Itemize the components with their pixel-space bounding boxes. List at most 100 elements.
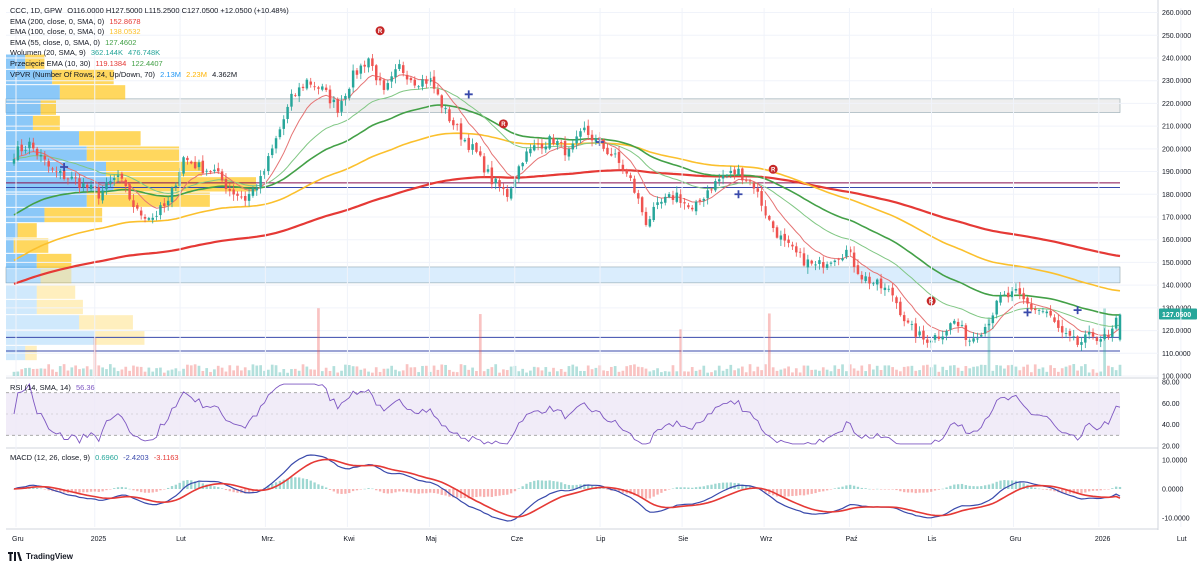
- volume-bar: [532, 366, 536, 376]
- macd-histogram-bar: [710, 484, 713, 489]
- volume-bar: [748, 364, 752, 376]
- candle-body: [594, 138, 598, 142]
- macd-histogram-bar: [220, 488, 224, 489]
- volume-bar: [309, 369, 313, 376]
- candle-body: [849, 249, 852, 253]
- macd-histogram-bar: [479, 489, 482, 497]
- candle-body: [852, 252, 856, 268]
- volume-bar: [960, 370, 964, 376]
- volume-bar: [243, 367, 247, 376]
- macd-histogram-bar: [656, 489, 659, 495]
- macd-histogram-bar: [872, 489, 875, 490]
- ema30-line: [13, 87, 1121, 327]
- candle-body: [274, 138, 278, 149]
- volume-bar: [12, 371, 16, 376]
- macd-histogram-bar: [290, 477, 293, 489]
- volume-bar: [679, 329, 683, 376]
- candle-body: [143, 216, 147, 219]
- candle-body: [413, 79, 417, 86]
- volume-bar: [490, 367, 494, 376]
- legend-volume: Wolumen (20, SMA, 9) 362.144K 476.748K: [10, 48, 289, 59]
- macd-histogram-bar: [97, 489, 100, 492]
- macd-histogram-bar: [402, 489, 405, 492]
- macd-histogram-bar: [513, 489, 517, 492]
- macd-histogram-bar: [259, 489, 262, 490]
- candle-body: [1091, 332, 1095, 337]
- candle-body: [533, 145, 536, 151]
- price-tick-label: 230.0000: [1162, 78, 1191, 85]
- macd-histogram-bar: [949, 485, 952, 489]
- macd-histogram-bar: [691, 487, 694, 489]
- candle-body: [795, 246, 798, 253]
- time-tick-label: Gru: [1010, 536, 1022, 543]
- price-zone: [5, 266, 1121, 284]
- volume-bar: [687, 371, 690, 376]
- macd-histogram-bar: [814, 489, 817, 494]
- candle-body: [775, 227, 779, 238]
- candle-body: [1103, 334, 1106, 340]
- candle-body: [625, 170, 628, 174]
- volume-bar: [398, 371, 401, 376]
- candle-body: [525, 151, 528, 162]
- candle-body: [1099, 339, 1102, 342]
- macd-legend: MACD (12, 26, close, 9) 0.6960 -2.4203 -…: [10, 453, 179, 462]
- candle-body: [290, 93, 293, 107]
- volume-bar: [606, 370, 609, 376]
- volume-bar: [147, 367, 151, 376]
- candle-body: [74, 177, 77, 179]
- volume-bar: [798, 372, 802, 376]
- volume-bar: [883, 365, 887, 376]
- candle-body: [1045, 311, 1049, 314]
- macd-histogram-bar: [452, 489, 455, 498]
- volume-bar: [482, 371, 486, 376]
- volume-bar: [78, 369, 81, 376]
- volume-bar: [475, 371, 478, 376]
- volume-bar: [879, 370, 883, 376]
- price-tick-label: 110.0000: [1162, 351, 1191, 358]
- legend-ema200-value: 152.8678: [109, 16, 141, 26]
- macd-histogram-bar: [802, 489, 806, 496]
- volume-bar: [290, 369, 293, 376]
- macd-histogram-bar: [910, 489, 914, 493]
- volume-bar: [918, 370, 921, 376]
- volume-bar: [1080, 366, 1083, 376]
- volume-bar: [752, 371, 756, 376]
- candle-body: [1049, 310, 1052, 316]
- volume-bar: [213, 369, 216, 376]
- macd-histogram-bar: [378, 489, 382, 492]
- candle-body: [205, 170, 208, 172]
- volume-bar: [845, 371, 848, 376]
- vpvr-down-bar: [44, 207, 103, 223]
- candle-body: [544, 146, 548, 150]
- macd-histogram-bar: [193, 481, 197, 489]
- macd-histogram-bar: [506, 489, 509, 495]
- volume-bar: [725, 368, 729, 376]
- macd-histogram-bar: [575, 484, 578, 489]
- macd-histogram-bar: [960, 483, 964, 489]
- tradingview-logo[interactable]: TradingView: [8, 552, 73, 561]
- time-tick-label: Cze: [511, 536, 524, 543]
- macd-histogram-bar: [903, 489, 906, 493]
- volume-bar: [324, 367, 328, 376]
- vpvr-up-bar: [6, 315, 80, 330]
- macd-histogram-bar: [563, 484, 567, 489]
- legend-main: CCC, 1D, GPW O116.0000 H127.5000 L115.25…: [10, 6, 289, 17]
- candle-body: [228, 188, 232, 191]
- macd-histogram-bar: [841, 486, 844, 489]
- volume-bar: [108, 364, 112, 376]
- volume-bar: [112, 367, 116, 376]
- macd-histogram-bar: [540, 480, 544, 489]
- candle-body: [883, 287, 887, 291]
- legend-volume-label: Wolumen (20, SMA, 9): [10, 48, 86, 58]
- volume-bar: [841, 364, 844, 376]
- candle-body: [725, 174, 729, 176]
- volume-bar: [1006, 365, 1010, 376]
- candle-body: [182, 157, 185, 174]
- volume-bar: [698, 369, 702, 376]
- macd-histogram-bar: [926, 489, 929, 493]
- volume-bar: [1099, 371, 1103, 376]
- volume-bar: [633, 364, 636, 376]
- candle-body: [151, 217, 154, 220]
- candle-body: [112, 178, 116, 180]
